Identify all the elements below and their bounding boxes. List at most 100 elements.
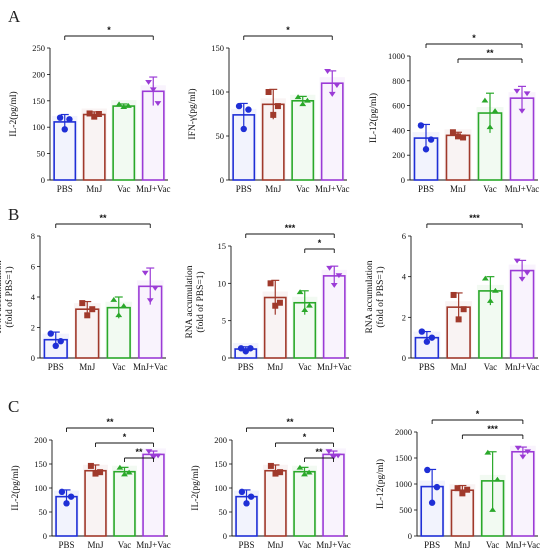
x-tick-label: Vac [296, 184, 310, 194]
data-point [306, 302, 313, 308]
y-tick-label: 1000 [395, 479, 412, 489]
significance-label: ** [99, 213, 107, 223]
x-tick-label: MnJ [86, 184, 103, 194]
y-tick-label: 100 [34, 483, 47, 493]
significance-label: ** [486, 48, 494, 58]
y-axis-label: IL-2(pg/ml) [10, 465, 21, 510]
data-point [326, 265, 333, 271]
data-point [95, 111, 102, 117]
y-axis-label-line2: (fold of PBS=1) [4, 266, 15, 327]
data-point [455, 133, 461, 140]
y-tick-label: 6 [31, 262, 35, 272]
x-tick-label: MnJ+Vac [315, 184, 350, 194]
y-axis-label-line2: (fold of PBS=1) [375, 266, 386, 327]
x-tick-label: Vac [112, 362, 126, 372]
x-tick-label: PBS [238, 540, 254, 550]
y-tick-label: 500 [399, 505, 412, 515]
y-tick-label: 4 [402, 272, 407, 282]
chart-7: 0 50 100 150 200 IL-2(pg/ml) PBS MnJ Vac MnJ+Vac *… [10, 417, 171, 550]
chart-1: 0 50 100 150 200 250 IL-2(pg/ml) PBS MnJ Vac MnJ+V… [8, 25, 171, 194]
x-tick-label: MnJ+Vac [316, 540, 351, 550]
data-point [67, 493, 75, 500]
data-point [330, 454, 337, 460]
data-point [523, 91, 531, 97]
data-point [247, 345, 254, 352]
data-point [330, 282, 338, 288]
data-point [125, 469, 133, 475]
data-point [518, 276, 526, 282]
significance-label: ** [106, 417, 114, 427]
data-point [91, 113, 98, 120]
panel-letter-a: A [8, 7, 21, 26]
data-point [418, 328, 426, 335]
data-point [245, 106, 252, 113]
x-tick-label: MnJ+Vac [505, 362, 540, 372]
data-point [296, 464, 304, 470]
data-point [274, 103, 281, 110]
data-point [428, 499, 436, 506]
y-axis-label: IL-12(pg/ml) [368, 93, 379, 143]
y-tick-label: 6 [402, 231, 406, 241]
x-tick-label: PBS [424, 540, 440, 550]
data-point [484, 449, 492, 455]
data-point [335, 273, 343, 279]
data-point [247, 493, 255, 500]
significance-label: * [472, 33, 476, 43]
y-axis-label: IL-2(pg/ml) [190, 465, 201, 510]
data-point [145, 449, 153, 455]
y-axis-label-line2: (fold of PBS=1) [195, 271, 206, 332]
data-point [87, 462, 94, 469]
y-tick-label: 0 [223, 531, 227, 541]
x-tick-label: PBS [419, 362, 435, 372]
data-point [267, 280, 274, 287]
y-tick-label: 200 [34, 435, 47, 445]
x-tick-label: PBS [238, 362, 254, 372]
x-tick-label: MnJ [79, 362, 96, 372]
y-tick-label: 0 [402, 353, 406, 363]
data-point [154, 101, 162, 106]
data-point [325, 449, 333, 455]
x-tick-label: PBS [57, 184, 73, 194]
data-point [450, 291, 457, 298]
y-axis-label: RNA accumulation [365, 260, 375, 333]
data-point [63, 500, 70, 507]
significance-label: ** [135, 447, 143, 457]
data-point [514, 445, 522, 451]
data-point [513, 88, 521, 94]
data-point [265, 89, 272, 95]
y-tick-label: 100 [211, 87, 224, 97]
data-point [154, 453, 162, 459]
y-tick-label: 0 [220, 175, 224, 185]
data-point [145, 79, 152, 85]
significance-label: * [286, 25, 290, 35]
data-point [294, 94, 302, 100]
chart-8: 0 50 100 150 200 IL-2(pg/ml) PBS MnJ Vac MnJ+Vac *… [190, 417, 351, 550]
y-axis-label: IL-12(pg/ml) [375, 459, 386, 509]
data-point [242, 348, 249, 355]
data-point [97, 469, 104, 476]
chart-3: 0 200 400 600 800 1000 IL-12(pg/ml) PBS MnJ Vac Mn… [368, 33, 539, 194]
y-tick-label: 200 [32, 69, 45, 79]
y-tick-label: 50 [37, 149, 46, 159]
data-point [519, 454, 527, 460]
y-tick-label: 800 [392, 76, 405, 86]
data-point [110, 296, 118, 302]
bar-shadow [141, 448, 166, 536]
data-point [84, 312, 91, 319]
y-tick-label: 0 [401, 175, 405, 185]
x-tick-label: MnJ+Vac [506, 540, 541, 550]
data-point [328, 91, 336, 97]
y-tick-label: 10 [218, 278, 227, 288]
data-point [486, 124, 494, 130]
data-point [86, 110, 93, 117]
y-tick-label: 4 [31, 292, 36, 302]
y-tick-label: 0 [222, 353, 226, 363]
data-point [141, 270, 149, 276]
y-tick-label: 1000 [388, 51, 405, 61]
data-point [494, 476, 501, 482]
data-point [305, 469, 313, 475]
bar-shadow [321, 448, 346, 536]
data-point [492, 287, 499, 293]
chart-9: 0 500 1000 1500 2000 IL-12(pg/ml) PBS MnJ Vac MnJ… [375, 409, 540, 550]
bar-shadow [111, 100, 137, 180]
